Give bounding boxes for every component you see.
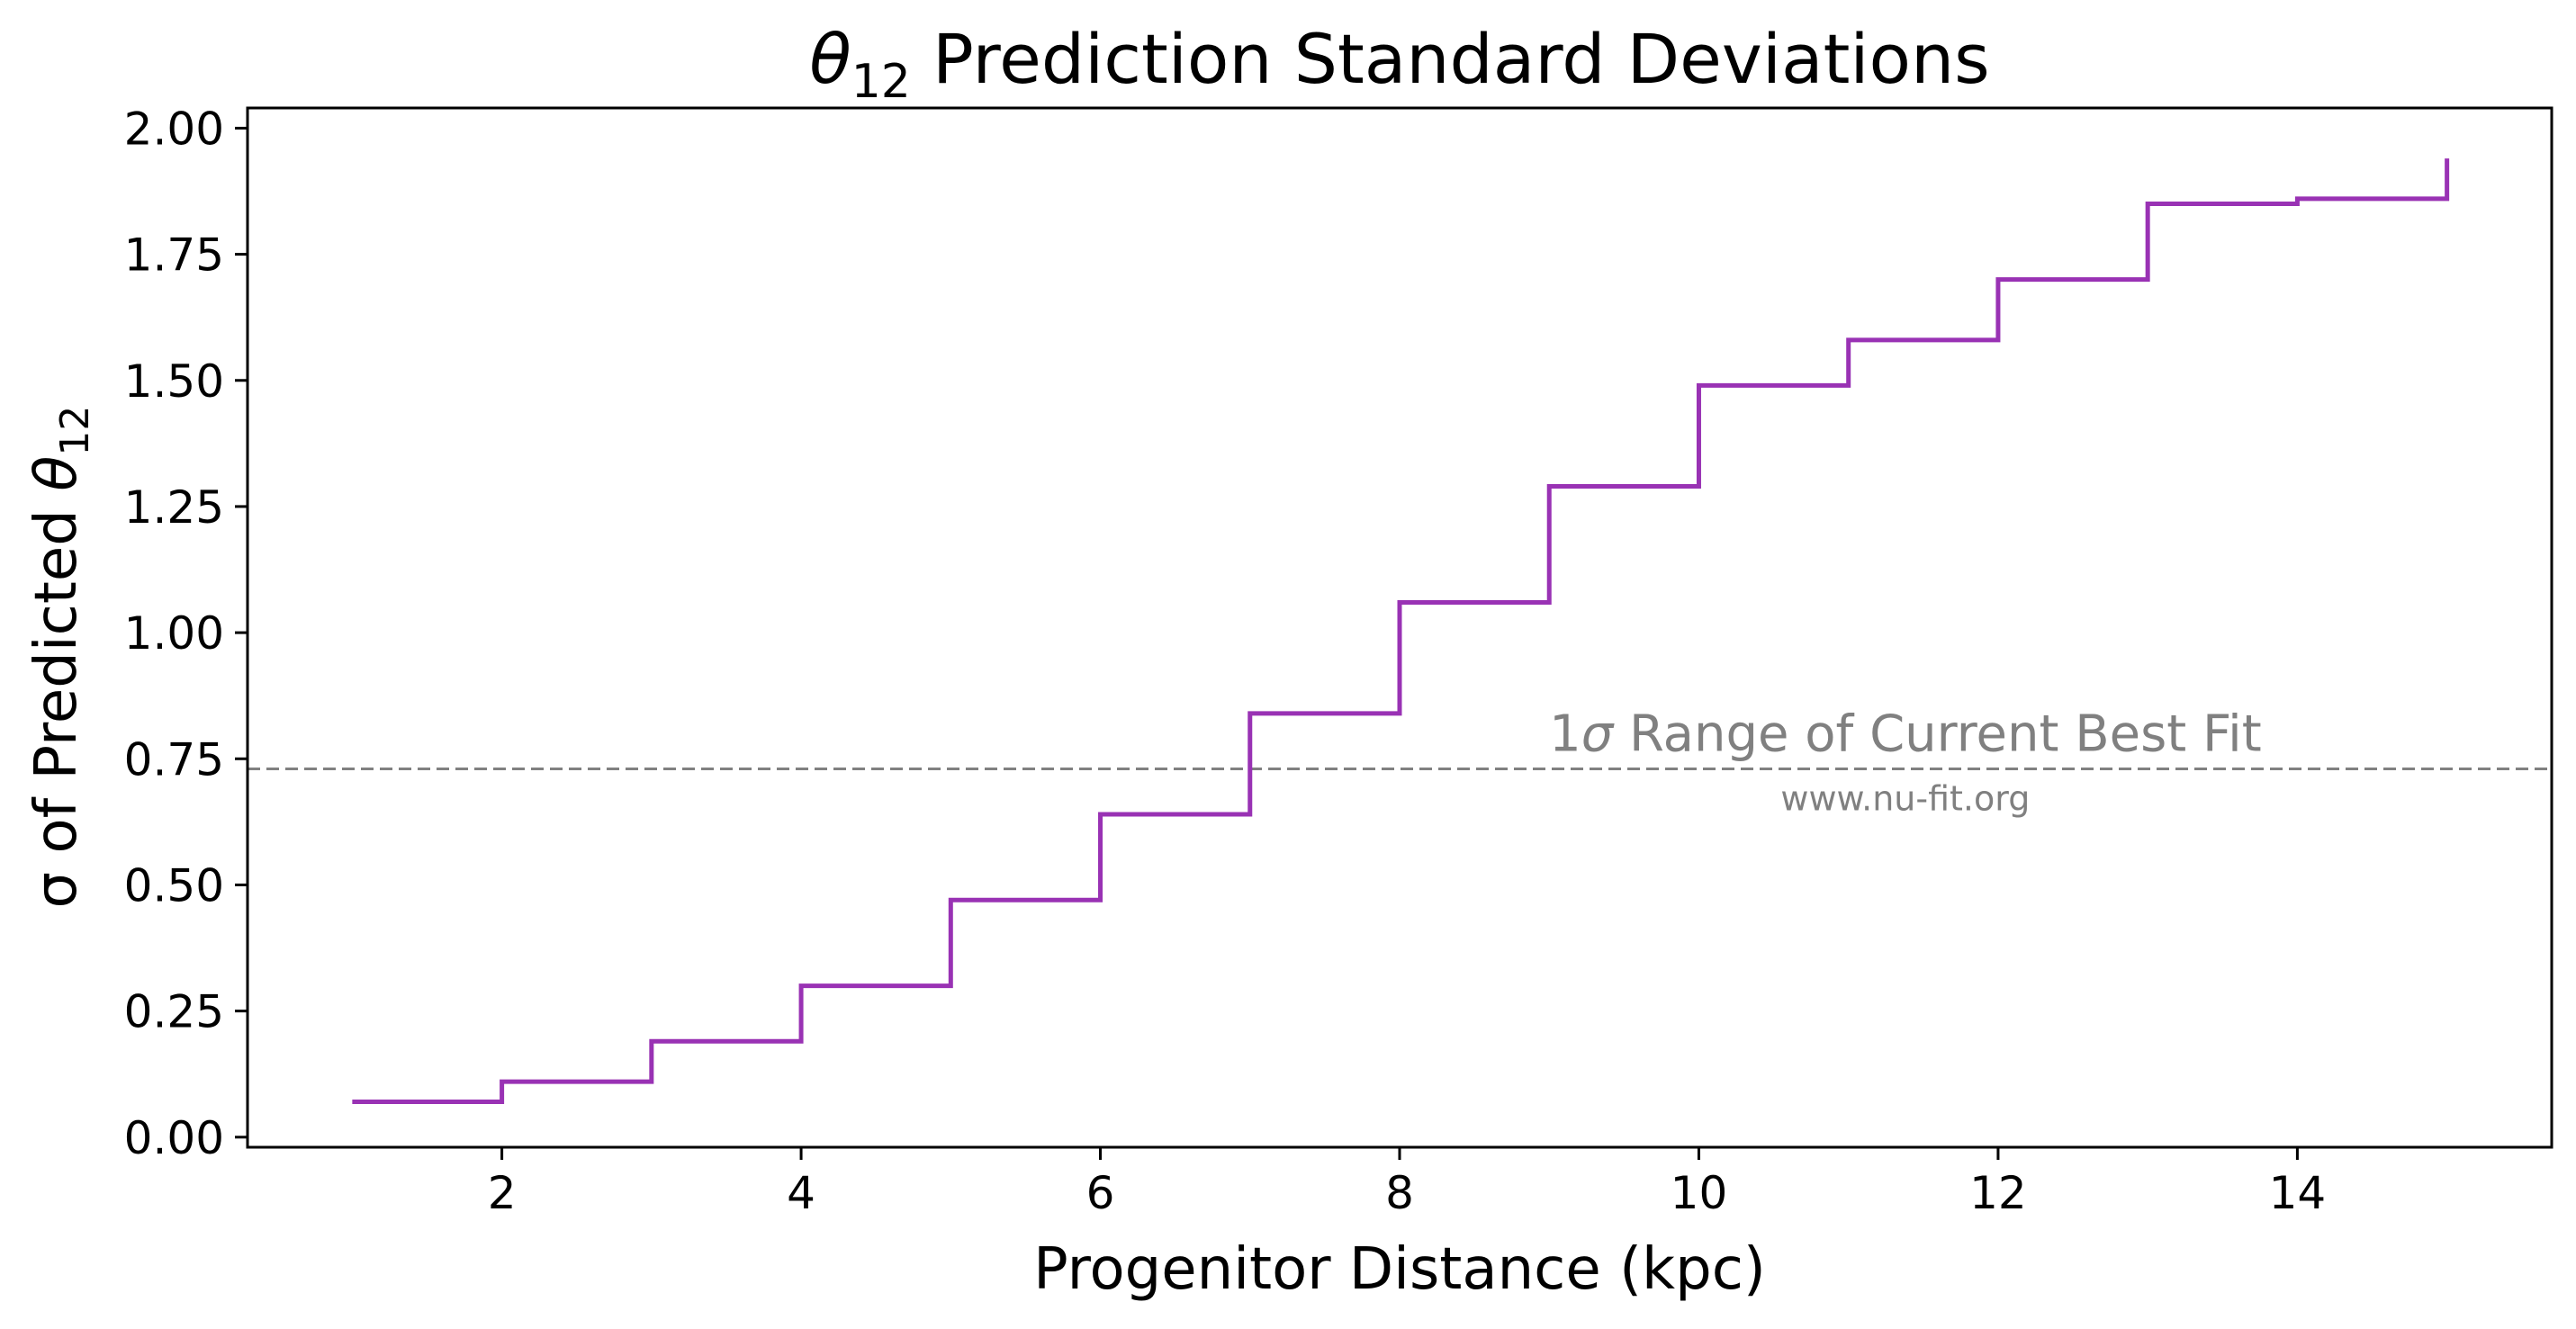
- x-tick-label: 10: [1671, 1167, 1728, 1219]
- y-axis-label: σ of Predicted θ12: [23, 406, 98, 909]
- x-axis-label: Progenitor Distance (kpc): [1033, 1236, 1766, 1303]
- x-tick-label: 12: [1969, 1167, 2027, 1219]
- y-tick-label: 0.75: [124, 733, 224, 786]
- y-tick-label: 1.25: [124, 481, 224, 534]
- y-tick-label: 1.50: [124, 355, 224, 408]
- y-tick-label: 0.25: [124, 986, 224, 1038]
- tick-group: 2 4 6 8 10 12 14 0.00 0.25 0.50 0.75 1.00 1.25 1.50 1.…: [124, 103, 2327, 1219]
- chart-title: θ12 Prediction Standard Deviations: [809, 19, 1990, 109]
- reference-line-sublabel: www.nu-fit.org: [1780, 778, 2030, 818]
- y-tick-label: 1.00: [124, 607, 224, 660]
- y-tick-label: 2.00: [124, 103, 224, 155]
- step-series-line: [352, 158, 2450, 1105]
- plot-frame: [246, 106, 2553, 1149]
- y-tick-label: 0.00: [124, 1112, 224, 1164]
- x-tick-label: 14: [2269, 1167, 2327, 1219]
- y-tick-label: 0.50: [124, 859, 224, 911]
- y-tick-label: 1.75: [124, 229, 224, 282]
- series-group: [352, 158, 2450, 1105]
- x-tick-label: 4: [787, 1167, 815, 1219]
- x-tick-label: 8: [1385, 1167, 1414, 1219]
- x-tick-label: 2: [488, 1167, 517, 1219]
- reference-line-label: 1σ Range of Current Best Fit: [1549, 705, 2262, 763]
- x-tick-label: 6: [1086, 1167, 1115, 1219]
